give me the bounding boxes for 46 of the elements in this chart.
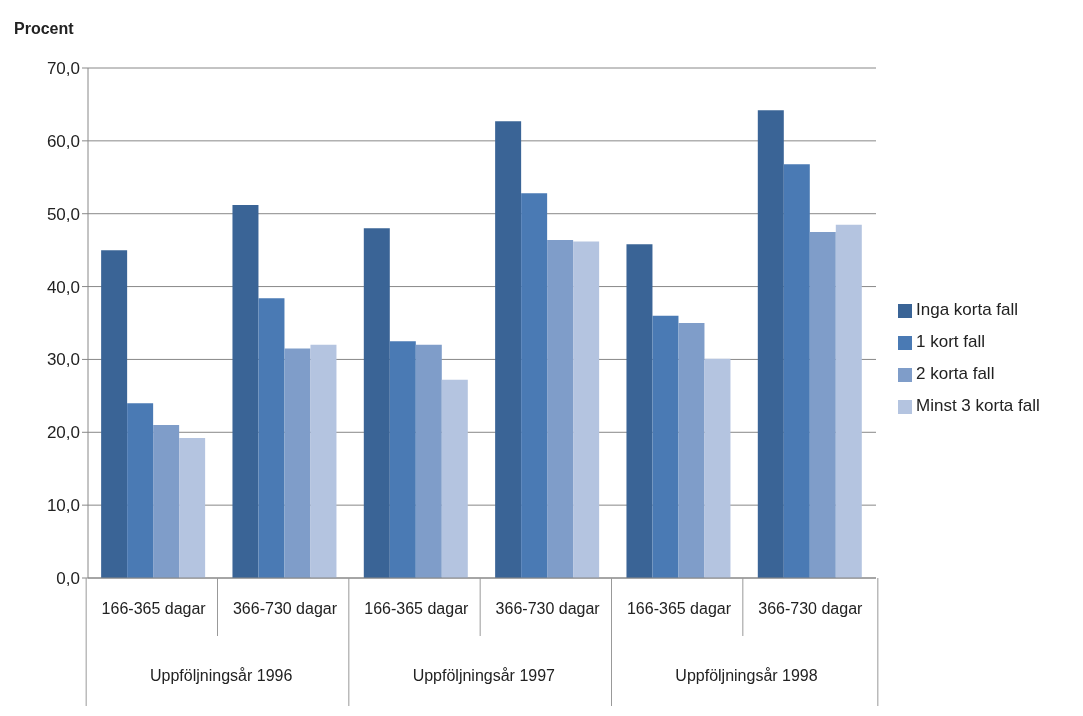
bar xyxy=(573,241,600,578)
x-tick-label: 166-365 dagar xyxy=(101,600,207,617)
legend-label: 1 kort fall xyxy=(916,332,985,351)
legend-label: 2 korta fall xyxy=(916,364,995,383)
bar xyxy=(626,244,653,578)
bar xyxy=(232,204,259,578)
x-tick-label: 366-730 dagar xyxy=(758,600,864,617)
y-tick-label: 70,0 xyxy=(46,59,80,79)
bar xyxy=(310,344,337,578)
bar xyxy=(521,193,548,578)
y-tick-label: 50,0 xyxy=(46,204,80,224)
bar xyxy=(678,323,705,578)
text: Uppföljningsår 1998 xyxy=(675,667,818,684)
bar xyxy=(652,315,679,578)
x-tick-label: 166-365 dagar xyxy=(626,600,732,617)
bar xyxy=(704,358,731,578)
bar xyxy=(258,298,285,578)
bar xyxy=(783,164,810,578)
bar xyxy=(441,379,468,578)
bar xyxy=(495,121,522,578)
bar xyxy=(835,224,862,578)
bar xyxy=(757,110,784,578)
bar xyxy=(415,344,442,578)
bar xyxy=(284,348,311,578)
bar xyxy=(389,341,416,578)
legend-label: Inga korta fall xyxy=(916,300,1019,319)
x-tick-label: 366-730 dagar xyxy=(495,600,601,617)
bar xyxy=(179,438,206,578)
y-tick-label: 0,0 xyxy=(56,569,80,589)
bar xyxy=(363,228,390,578)
bar xyxy=(809,231,836,578)
y-tick-label: 30,0 xyxy=(46,350,80,370)
y-tick-label: 10,0 xyxy=(46,496,80,516)
x-tick-label: 366-730 dagar xyxy=(232,600,338,617)
y-tick-label: 60,0 xyxy=(46,131,80,151)
y-axis-title: Procent xyxy=(14,20,74,38)
y-tick-label: 20,0 xyxy=(46,423,80,443)
text: Uppföljningsår 1996 xyxy=(150,667,293,684)
bar xyxy=(127,403,154,578)
bar xyxy=(153,425,180,578)
legend-label: Minst 3 korta fall xyxy=(916,396,1040,415)
text: Uppföljningsår 1997 xyxy=(412,667,556,684)
y-tick-label: 40,0 xyxy=(46,277,80,297)
x-tick-label: 166-365 dagar xyxy=(364,600,470,617)
bar xyxy=(101,250,128,578)
bar xyxy=(547,239,574,578)
